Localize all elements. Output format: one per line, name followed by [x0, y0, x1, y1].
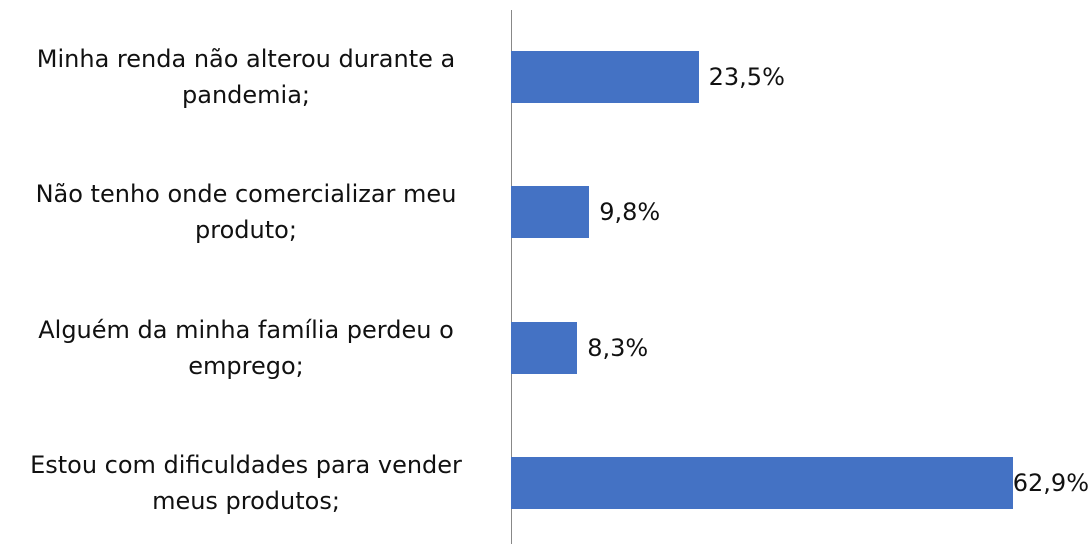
- axis-line: [511, 10, 512, 544]
- value-label: 8,3%: [587, 333, 649, 362]
- value-label: 9,8%: [599, 198, 661, 227]
- category-label: Não tenho onde comercializar meu produto…: [35, 180, 457, 245]
- category-label: Minha renda não alterou durante a pandem…: [36, 44, 456, 109]
- bar: [511, 321, 578, 374]
- bar: [511, 50, 699, 103]
- bar: [511, 457, 1014, 510]
- bar: [511, 186, 590, 239]
- category-label: Estou com dificuldades para vender meus …: [30, 451, 462, 516]
- value-label: 62,9%: [1012, 469, 1089, 498]
- category-label: Alguém da minha família perdeu o emprego…: [38, 315, 454, 380]
- value-label: 23,5%: [708, 62, 785, 91]
